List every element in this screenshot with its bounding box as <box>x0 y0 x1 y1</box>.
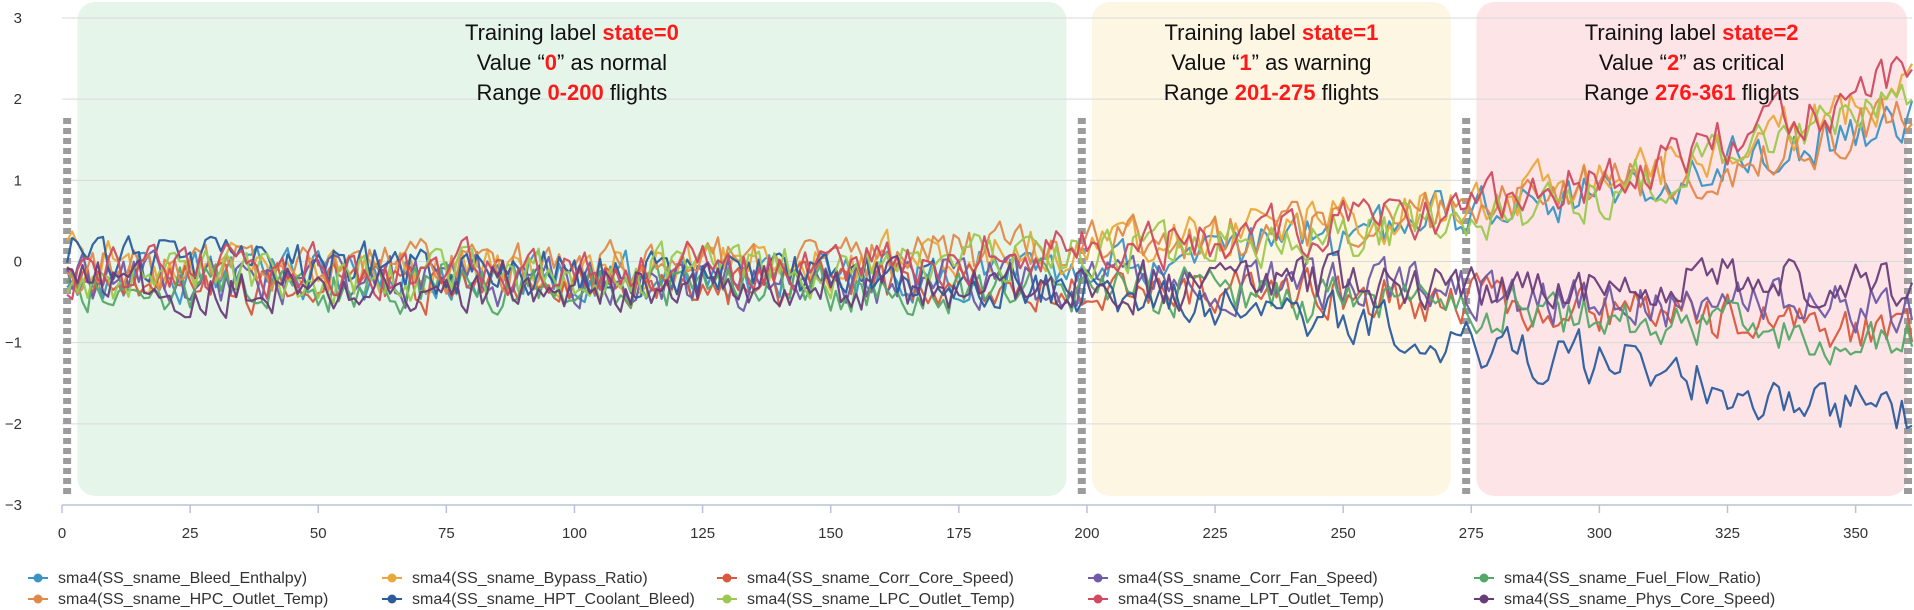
y-tick-label: 1 <box>14 172 22 189</box>
legend-swatch-marker <box>1093 573 1103 583</box>
y-tick-label: −2 <box>5 416 22 433</box>
annotation-part: state=2 <box>1722 20 1798 45</box>
region-annotation-line: Value “0” as normal <box>477 50 667 75</box>
x-tick-label: 25 <box>182 525 199 542</box>
legend-swatch-marker <box>33 594 43 604</box>
legend-swatch-marker <box>387 573 397 583</box>
annotation-part: Training label <box>1165 20 1302 45</box>
legend-swatch-marker <box>722 573 732 583</box>
x-tick-label: 300 <box>1587 525 1612 542</box>
x-tick-label: 100 <box>562 525 587 542</box>
x-tick-label: 200 <box>1074 525 1099 542</box>
x-tick-label: 275 <box>1459 525 1484 542</box>
legend-label: sma4(SS_sname_LPC_Outlet_Temp) <box>747 591 1015 608</box>
annotation-part: ” as warning <box>1252 50 1372 75</box>
annotation-part: 1 <box>1239 50 1251 75</box>
annotation-part: state=0 <box>602 20 678 45</box>
annotation-part: flights <box>1736 80 1800 105</box>
x-tick-label: 125 <box>690 525 715 542</box>
x-tick-label: 350 <box>1843 525 1868 542</box>
x-tick-label: 0 <box>58 525 66 542</box>
annotation-part: 2 <box>1667 50 1679 75</box>
x-tick-label: 325 <box>1715 525 1740 542</box>
series-line <box>66 56 1913 302</box>
x-tick-label: 50 <box>310 525 327 542</box>
x-tick-label: 225 <box>1203 525 1228 542</box>
x-tick-label: 150 <box>818 525 843 542</box>
region-annotation-line: Training label state=2 <box>1585 20 1799 45</box>
series-line <box>66 235 1913 430</box>
annotation-part: state=1 <box>1302 20 1378 45</box>
legend-label: sma4(SS_sname_HPT_Coolant_Bleed) <box>412 591 695 608</box>
y-tick-label: 3 <box>14 10 22 27</box>
legend-label: sma4(SS_sname_Bleed_Enthalpy) <box>58 570 307 587</box>
region-annotation-line: Range 276-361 flights <box>1584 80 1799 105</box>
annotation-part: Range <box>1584 80 1655 105</box>
legend-swatch-marker <box>387 594 397 604</box>
series-line <box>66 250 1914 319</box>
legend-label: sma4(SS_sname_Corr_Fan_Speed) <box>1118 570 1378 587</box>
legend-swatch-marker <box>722 594 732 604</box>
annotation-part: ” as normal <box>557 50 667 75</box>
annotation-part: Range <box>476 80 547 105</box>
annotation-part: 276-361 <box>1655 80 1736 105</box>
annotation-part: 0 <box>545 50 557 75</box>
y-tick-label: 2 <box>14 91 22 108</box>
legend-swatch-marker <box>1479 594 1489 604</box>
annotation-part: ” as critical <box>1679 50 1784 75</box>
annotation-part: 0-200 <box>547 80 603 105</box>
x-tick-label: 250 <box>1331 525 1356 542</box>
region-annotation-line: Range 201-275 flights <box>1164 80 1379 105</box>
annotation-part: flights <box>604 80 668 105</box>
region-annotation-line: Value “2” as critical <box>1599 50 1784 75</box>
y-tick-label: −3 <box>5 497 22 514</box>
annotation-part: Value “ <box>1171 50 1239 75</box>
annotation-part: Range <box>1164 80 1235 105</box>
region-annotation-line: Training label state=1 <box>1165 20 1379 45</box>
y-tick-label: −1 <box>5 335 22 352</box>
annotation-part: flights <box>1315 80 1379 105</box>
state-region-1 <box>1092 2 1451 496</box>
series-line <box>66 83 1913 305</box>
y-tick-label: 0 <box>14 254 22 271</box>
state-region-2 <box>1476 2 1907 496</box>
legend-label: sma4(SS_sname_Fuel_Flow_Ratio) <box>1504 570 1761 587</box>
legend-label: sma4(SS_sname_Phys_Core_Speed) <box>1504 591 1775 608</box>
legend-swatch-marker <box>33 573 43 583</box>
annotation-part: Value “ <box>477 50 545 75</box>
legend-swatch-marker <box>1093 594 1103 604</box>
region-annotation-line: Range 0-200 flights <box>476 80 667 105</box>
legend-swatch-marker <box>1479 573 1489 583</box>
x-tick-label: 75 <box>438 525 455 542</box>
region-annotation-line: Value “1” as warning <box>1171 50 1371 75</box>
legend-label: sma4(SS_sname_Bypass_Ratio) <box>412 570 648 587</box>
legend-label: sma4(SS_sname_LPT_Outlet_Temp) <box>1118 591 1384 608</box>
legend-label: sma4(SS_sname_Corr_Core_Speed) <box>747 570 1014 587</box>
annotation-part: 201-275 <box>1235 80 1316 105</box>
region-annotation-line: Training label state=0 <box>465 20 679 45</box>
annotation-part: Training label <box>465 20 602 45</box>
annotation-part: Value “ <box>1599 50 1667 75</box>
annotation-part: Training label <box>1585 20 1722 45</box>
state-region-0 <box>77 2 1067 496</box>
legend-label: sma4(SS_sname_HPC_Outlet_Temp) <box>58 591 328 608</box>
x-tick-label: 175 <box>946 525 971 542</box>
